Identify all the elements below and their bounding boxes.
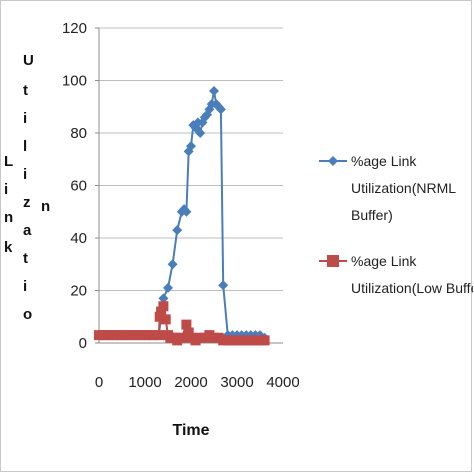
data-point	[160, 314, 171, 325]
y-axis-label-letter: U	[23, 52, 34, 69]
y-axis-label-letter: L	[4, 153, 13, 170]
x-tick-label: 1000	[128, 374, 161, 391]
y-tick-label: 120	[62, 20, 87, 37]
gridlines	[99, 27, 283, 291]
y-axis-label-letter: o	[23, 306, 32, 323]
data-point	[158, 293, 169, 304]
data-point	[215, 104, 226, 115]
y-tick-label: 100	[62, 73, 87, 90]
tick-labels: 0 20 40 60 80 100 120 0 1000 2000 3000 4000	[62, 20, 300, 391]
data-point	[181, 319, 192, 330]
y-axis-label-letter: i	[4, 181, 8, 198]
data-point	[183, 327, 194, 338]
legend-label-line: %age Link	[351, 153, 417, 169]
series-group	[94, 86, 270, 346]
data-point	[195, 128, 206, 138]
y-axis-label-letter: z	[23, 194, 31, 211]
y-axis-label-letter: a	[23, 222, 32, 239]
data-point	[163, 282, 173, 293]
legend-label-line: Utilization(NRML	[351, 180, 456, 196]
legend-swatch-marker	[327, 255, 339, 267]
y-axis-label-letter: t	[23, 82, 28, 99]
y-axis-label-letter: k	[4, 239, 13, 256]
data-point	[186, 141, 196, 152]
y-tick-label: 40	[70, 230, 87, 247]
legend-label-line: Buffer)	[351, 207, 393, 223]
data-point	[153, 330, 164, 341]
data-point	[176, 332, 187, 343]
y-axis-label-letter: t	[23, 250, 28, 267]
x-tick-label: 4000	[266, 374, 299, 391]
x-axis-label: Time	[172, 422, 209, 439]
y-axis-label-letter: i	[23, 166, 27, 183]
data-point	[181, 206, 192, 217]
y-tick-label: 0	[79, 335, 87, 352]
data-point	[154, 311, 165, 322]
legend-label-line: Utilization(Low Buffer)	[351, 280, 473, 296]
data-point	[218, 280, 229, 291]
y-axis-label-letter: i	[23, 110, 27, 127]
y-axis-label-letter: l	[23, 138, 27, 155]
data-point	[158, 301, 169, 312]
series-1	[94, 86, 270, 343]
data-point	[259, 335, 270, 346]
data-point	[172, 225, 183, 236]
data-point	[167, 259, 178, 270]
y-tick-label: 20	[70, 283, 87, 300]
data-point	[156, 306, 167, 317]
y-tick-label: 80	[70, 125, 87, 142]
y-axis-label-letter: n	[4, 209, 13, 226]
data-point	[209, 86, 219, 96]
legend-swatch-marker	[328, 156, 338, 166]
series-2	[94, 301, 270, 346]
y-tick-label: 60	[70, 178, 87, 195]
y-axis-label-letter: n	[41, 198, 50, 215]
legend-label-line: %age Link	[351, 253, 417, 269]
legend-entry-2: %age Link Utilization(Low Buffer)	[319, 253, 473, 296]
x-tick-label: 3000	[220, 374, 253, 391]
legend-entry-1: %age Link Utilization(NRML Buffer)	[319, 153, 456, 223]
x-tick-label: 0	[95, 374, 103, 391]
x-tick-label: 2000	[174, 374, 207, 391]
y-axis-label-letter: i	[23, 278, 27, 295]
